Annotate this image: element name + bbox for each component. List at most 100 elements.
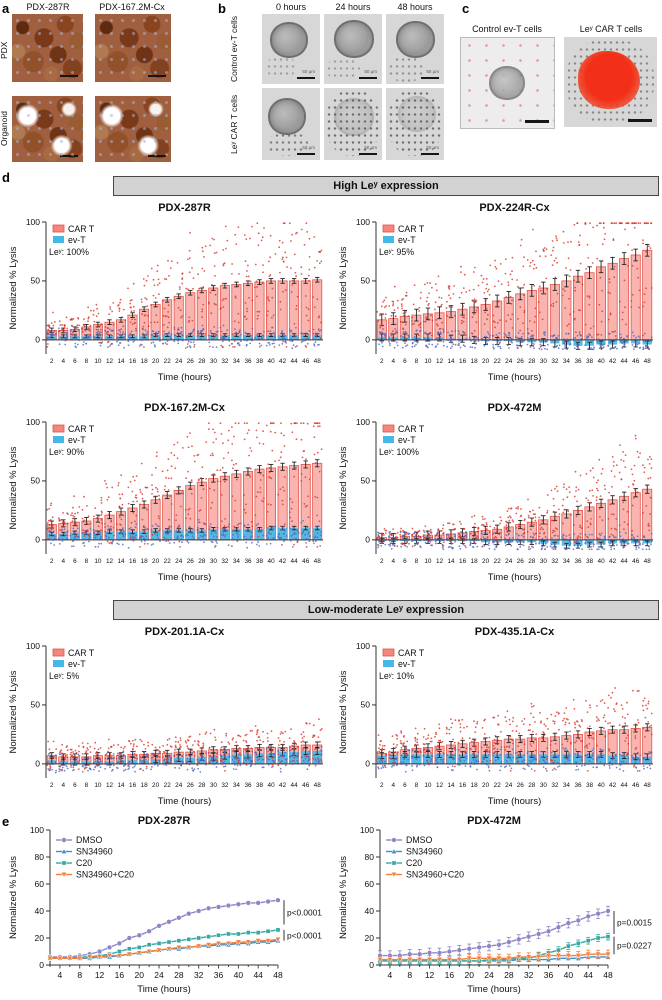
- micrograph-cart-48h: 50 μm: [386, 88, 444, 160]
- svg-text:Leʸ: 90%: Leʸ: 90%: [49, 447, 84, 457]
- scale-label: 50 μm: [426, 145, 439, 151]
- organoid: [270, 22, 308, 58]
- svg-text:22: 22: [164, 558, 172, 565]
- svg-text:26: 26: [187, 558, 195, 565]
- svg-text:18: 18: [471, 558, 479, 565]
- svg-text:8: 8: [85, 782, 89, 789]
- svg-text:14: 14: [117, 782, 125, 789]
- svg-text:16: 16: [129, 558, 137, 565]
- svg-text:Time (hours): Time (hours): [158, 572, 212, 583]
- svg-text:38: 38: [586, 358, 594, 365]
- svg-text:100: 100: [26, 641, 40, 651]
- svg-text:30: 30: [210, 558, 218, 565]
- svg-text:50: 50: [31, 700, 41, 710]
- svg-text:6: 6: [403, 358, 407, 365]
- svg-text:34: 34: [563, 358, 571, 365]
- svg-text:24: 24: [175, 358, 183, 365]
- svg-text:0: 0: [35, 535, 40, 545]
- scale-label: 50 μm: [364, 145, 377, 151]
- svg-text:2: 2: [50, 558, 54, 565]
- svg-text:14: 14: [117, 558, 125, 565]
- panel-a-label: a: [2, 1, 10, 16]
- svg-text:28: 28: [528, 558, 536, 565]
- svg-text:40: 40: [268, 358, 276, 365]
- svg-text:2: 2: [50, 782, 54, 789]
- cell-debris: [326, 90, 380, 156]
- organoid: [489, 66, 525, 100]
- cell-debris: [326, 58, 360, 80]
- svg-text:50: 50: [31, 276, 41, 286]
- svg-text:4: 4: [392, 358, 396, 365]
- panel-c-label: c: [462, 1, 470, 16]
- svg-text:100: 100: [356, 217, 370, 227]
- cell-debris: [268, 132, 308, 156]
- scale-bar: [60, 74, 78, 77]
- svg-text:Normalized % Lysis: Normalized % Lysis: [8, 446, 19, 529]
- ihc-image-pdx-167-pdx: [95, 14, 171, 82]
- scale-label: 50 μm: [302, 145, 315, 151]
- organoid: [334, 20, 374, 58]
- svg-text:26: 26: [517, 358, 525, 365]
- svg-text:8: 8: [415, 358, 419, 365]
- svg-text:Leʸ: 100%: Leʸ: 100%: [49, 247, 89, 257]
- svg-text:2: 2: [50, 358, 54, 365]
- svg-text:100: 100: [26, 217, 40, 227]
- svg-text:12: 12: [106, 358, 114, 365]
- panel-c-col-title: Control ev-T cells: [472, 24, 542, 34]
- svg-text:38: 38: [586, 558, 594, 565]
- ihc-image-pdx-287r-organoid: [12, 96, 83, 162]
- svg-text:ev-T: ev-T: [398, 235, 416, 245]
- svg-text:28: 28: [528, 358, 536, 365]
- svg-text:Normalized % Lysis: Normalized % Lysis: [8, 246, 19, 329]
- svg-text:38: 38: [256, 358, 264, 365]
- svg-text:ev-T: ev-T: [68, 235, 86, 245]
- svg-text:0: 0: [365, 335, 370, 345]
- svg-text:42: 42: [279, 358, 287, 365]
- svg-text:4: 4: [392, 558, 396, 565]
- svg-text:44: 44: [291, 558, 299, 565]
- svg-text:20: 20: [152, 358, 160, 365]
- svg-text:10: 10: [94, 358, 102, 365]
- svg-text:44: 44: [621, 358, 629, 365]
- svg-text:ev-T: ev-T: [68, 435, 86, 445]
- organoid: [268, 98, 306, 135]
- svg-text:CAR T: CAR T: [68, 224, 95, 234]
- svg-text:24: 24: [505, 558, 513, 565]
- svg-text:26: 26: [187, 782, 195, 789]
- svg-text:28: 28: [198, 358, 206, 365]
- scale-bar: [359, 76, 377, 79]
- svg-text:20: 20: [482, 358, 490, 365]
- svg-text:10: 10: [94, 782, 102, 789]
- micrograph-ev-48h: 50 μm: [386, 14, 444, 84]
- micrograph-ev-24h: 50 μm: [324, 14, 382, 84]
- panel-a-col-title: PDX-167.2M-Cx: [99, 2, 165, 12]
- svg-text:18: 18: [471, 358, 479, 365]
- svg-text:30: 30: [210, 782, 218, 789]
- svg-text:42: 42: [609, 558, 617, 565]
- svg-text:32: 32: [221, 782, 229, 789]
- scale-bar: [297, 152, 315, 155]
- svg-text:22: 22: [494, 358, 502, 365]
- svg-text:20: 20: [152, 558, 160, 565]
- svg-text:6: 6: [73, 358, 77, 365]
- panel-a-row-title: Organoid: [0, 111, 9, 147]
- overlay-image-control-ev: [460, 37, 555, 129]
- svg-text:46: 46: [632, 558, 640, 565]
- svg-text:46: 46: [302, 358, 310, 365]
- cell-debris: [388, 56, 424, 82]
- svg-text:16: 16: [129, 358, 137, 365]
- svg-text:38: 38: [256, 782, 264, 789]
- micrograph-cart-24h: 50 μm: [324, 88, 382, 160]
- svg-text:38: 38: [256, 558, 264, 565]
- svg-text:12: 12: [106, 782, 114, 789]
- svg-text:46: 46: [302, 558, 310, 565]
- svg-text:PDX-472M: PDX-472M: [488, 402, 542, 414]
- svg-text:6: 6: [73, 558, 77, 565]
- svg-text:40: 40: [268, 782, 276, 789]
- svg-text:Leʸ: 95%: Leʸ: 95%: [379, 247, 414, 257]
- svg-text:42: 42: [609, 358, 617, 365]
